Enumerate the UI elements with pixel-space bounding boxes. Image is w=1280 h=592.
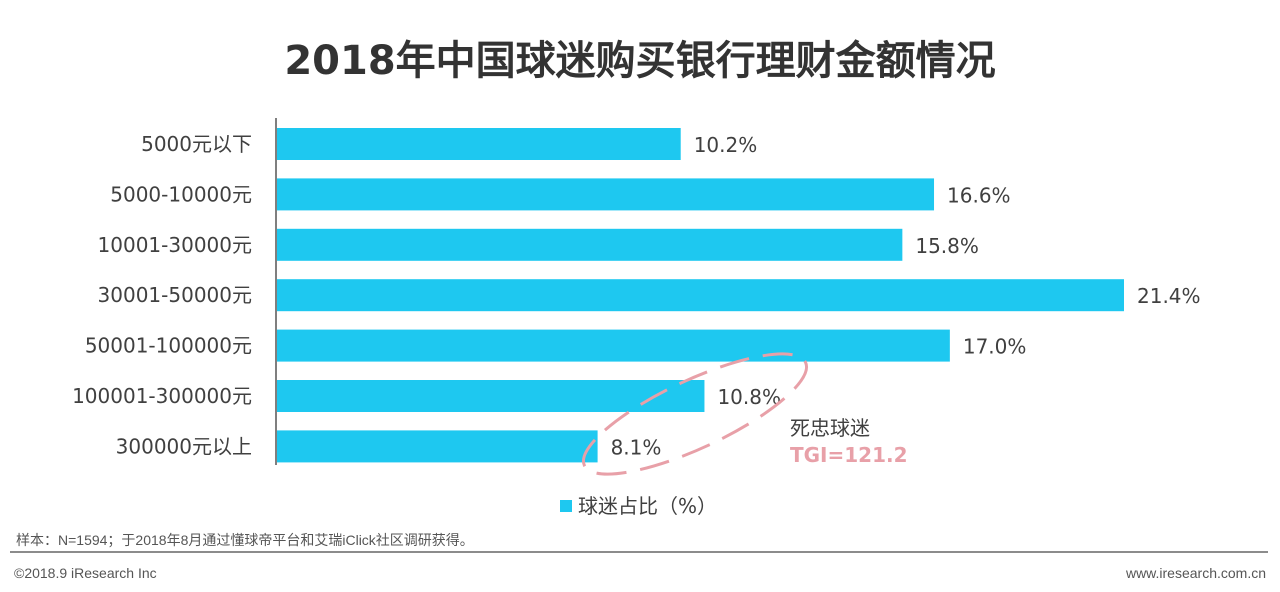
bar — [277, 279, 1124, 312]
chart-title: 2018年中国球迷购买银行理财金额情况 — [284, 38, 995, 84]
highlight-ellipse — [582, 352, 808, 476]
value-label: 10.8% — [717, 385, 781, 409]
category-label: 10001-30000元 — [98, 233, 252, 257]
category-label: 50001-100000元 — [85, 334, 252, 358]
bar — [277, 228, 903, 261]
website: www.iresearch.com.cn — [1125, 565, 1266, 581]
annotation-label: 死忠球迷 — [790, 416, 870, 440]
category-label: 100001-300000元 — [72, 384, 252, 408]
bar — [277, 178, 935, 211]
bar — [277, 329, 950, 362]
category-label: 5000-10000元 — [110, 182, 252, 206]
category-label: 300000元以上 — [116, 434, 252, 458]
bar — [277, 128, 681, 160]
annotation-value: TGI=121.2 — [790, 443, 908, 467]
category-label: 30001-50000元 — [98, 283, 252, 307]
value-label: 17.0% — [963, 335, 1027, 359]
legend-swatch — [560, 500, 572, 512]
value-label: 15.8% — [915, 234, 979, 258]
value-label: 16.6% — [947, 183, 1011, 207]
value-label: 21.4% — [1137, 284, 1201, 308]
copyright: ©2018.9 iResearch Inc — [14, 565, 157, 581]
bar — [277, 380, 705, 412]
legend-label: 球迷占比（%） — [578, 494, 717, 518]
value-label: 8.1% — [611, 435, 662, 459]
bar — [277, 430, 598, 463]
value-label: 10.2% — [694, 133, 758, 157]
category-label: 5000元以下 — [141, 132, 252, 156]
sample-note: 样本：N=1594；于2018年8月通过懂球帝平台和艾瑞iClick社区调研获得… — [16, 532, 474, 549]
